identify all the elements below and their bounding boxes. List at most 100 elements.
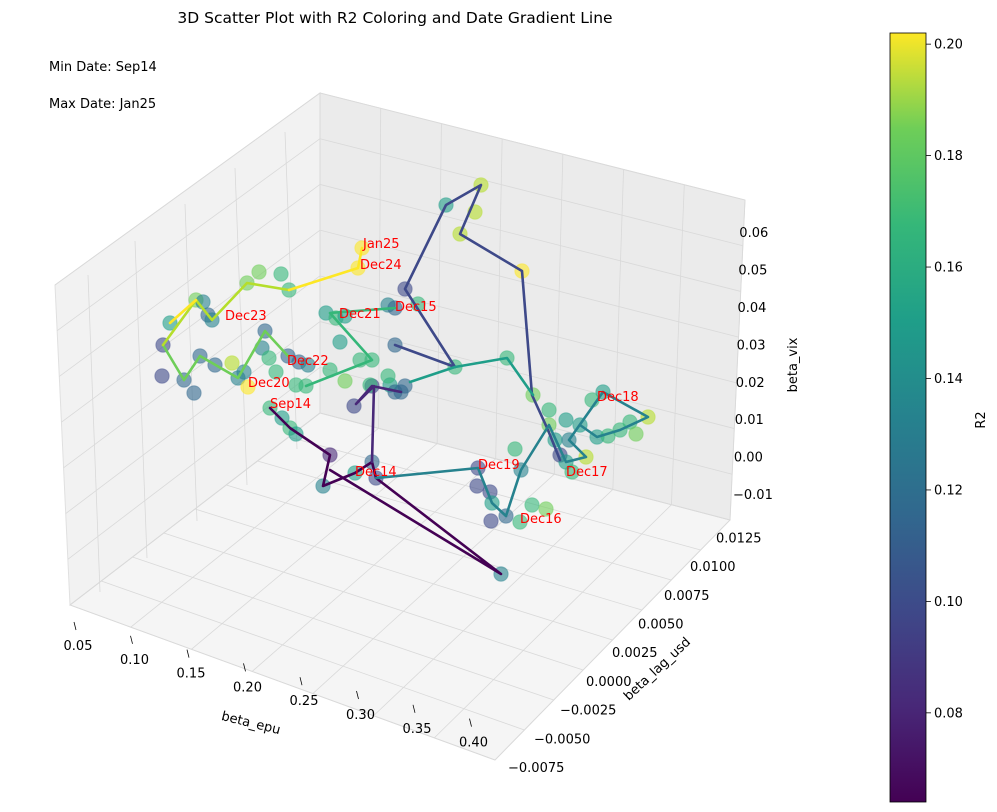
x-tick-label: 0.40 xyxy=(459,736,488,751)
scatter-point xyxy=(268,364,284,380)
colorbar-tick-label: 0.08 xyxy=(934,706,963,721)
date-label: Sep14 xyxy=(270,397,311,412)
date-line-segment xyxy=(304,306,397,388)
date-line-segment xyxy=(161,281,291,347)
scatter-point xyxy=(273,266,289,282)
grid-line-back-h xyxy=(319,321,735,429)
scatter-point xyxy=(538,501,554,517)
y-tick-label: −0.0075 xyxy=(508,761,564,776)
scatter-point xyxy=(558,412,574,428)
y-tick-label: 0.0000 xyxy=(586,675,632,690)
grid-line-left-h xyxy=(63,275,321,469)
grid-line-left-v xyxy=(184,203,198,522)
grid-line-floor-y xyxy=(194,508,613,641)
y-tick-label: 0.0025 xyxy=(612,646,658,661)
x-axis-label: beta_epu xyxy=(220,709,282,738)
chart-title: 3D Scatter Plot with R2 Coloring and Dat… xyxy=(177,9,612,27)
x-axis-ticks: 0.05 0.10 0.15 0.20 0.25 0.30 0.35 0.40 xyxy=(64,621,488,751)
z-tick-label: 0.04 xyxy=(738,301,767,316)
scatter-point xyxy=(483,513,499,529)
x-tick-label: 0.25 xyxy=(290,694,319,709)
z-axis-label: beta_vix xyxy=(786,337,801,392)
grid-line-back-h xyxy=(319,275,737,384)
grid-line-left-h xyxy=(54,92,321,286)
date-line-segment xyxy=(354,384,403,464)
max-date-annotation: Max Date: Jan25 xyxy=(49,97,156,112)
y-axis-ticks: −0.0075 −0.0050 −0.0025 0.0000 0.0025 0.0050 0… xyxy=(508,531,762,776)
x-tick-mark xyxy=(130,635,133,644)
colorbar-tick-label: 0.10 xyxy=(934,595,963,610)
y-tick-label: 0.0050 xyxy=(638,618,684,633)
x-tick-label: 0.10 xyxy=(120,653,149,668)
date-line-segment xyxy=(393,183,562,462)
colorbar-tick-label: 0.12 xyxy=(934,483,963,498)
scatter-point xyxy=(288,377,304,393)
grid-line-left-h xyxy=(67,366,321,560)
colorbar-label: R2 xyxy=(974,411,989,428)
scatter-point xyxy=(240,379,256,395)
x-tick-label: 0.20 xyxy=(233,680,262,695)
scatter-point xyxy=(507,441,523,457)
scatter-point xyxy=(512,514,528,530)
z-axis-ticks: −0.01 0.00 0.01 0.02 0.03 0.04 0.05 0.06 xyxy=(733,226,773,503)
grid-line-left-h xyxy=(65,321,321,514)
x-tick-mark xyxy=(73,621,77,631)
z-tick-label: 0.06 xyxy=(739,226,768,241)
x-tick-mark xyxy=(412,704,416,713)
date-label: Dec14 xyxy=(355,465,397,480)
date-label: Jan25 xyxy=(362,237,400,252)
date-label: Dec22 xyxy=(287,354,329,369)
x-tick-label: 0.30 xyxy=(346,708,375,723)
scatter-point xyxy=(564,464,580,480)
colorbar-tick-label: 0.18 xyxy=(934,149,963,164)
grid-line-back-h xyxy=(319,92,746,201)
grid-line-back-h xyxy=(319,138,743,247)
grid-line-back-v xyxy=(495,138,503,459)
grid xyxy=(54,92,746,761)
grid-line-left-h xyxy=(59,184,321,377)
scatter-point xyxy=(541,402,557,418)
date-gradient-line xyxy=(161,183,650,576)
scatter-point xyxy=(337,373,353,389)
scatter-point xyxy=(628,426,644,442)
z-tick-label: −0.01 xyxy=(733,488,773,503)
scatter-point xyxy=(154,368,170,384)
date-label: Dec24 xyxy=(360,258,402,273)
scatter-point xyxy=(186,385,202,401)
date-line-segment xyxy=(161,329,290,382)
z-tick-label: 0.05 xyxy=(738,264,767,279)
x-tick-label: 0.35 xyxy=(403,722,432,737)
scatter-point xyxy=(332,334,348,350)
grid-line-floor-y xyxy=(132,556,554,701)
x-tick-mark xyxy=(469,718,472,727)
grid-line-back-v xyxy=(436,123,442,444)
date-label: Dec16 xyxy=(520,512,562,527)
date-line-segment xyxy=(374,390,650,518)
z-tick-label: 0.03 xyxy=(737,338,766,353)
date-label: Dec19 xyxy=(478,458,520,473)
y-tick-label: 0.0100 xyxy=(690,560,736,575)
x-tick-label: 0.15 xyxy=(177,667,206,682)
x-tick-mark xyxy=(299,677,303,686)
x-tick-label: 0.05 xyxy=(64,639,93,654)
colorbar xyxy=(889,32,927,803)
date-line-segment xyxy=(168,298,198,325)
date-label: Dec20 xyxy=(248,376,290,391)
colorbar-tick-label: 0.16 xyxy=(934,261,963,276)
colorbar-tick-label: 0.20 xyxy=(934,38,963,53)
grid-line-back-h xyxy=(319,184,741,292)
y-tick-label: −0.0050 xyxy=(534,732,590,747)
z-tick-label: 0.02 xyxy=(736,376,765,391)
x-tick-mark xyxy=(243,663,246,672)
scatter-point xyxy=(524,497,540,513)
date-label: Dec15 xyxy=(395,300,437,315)
scatter-point xyxy=(300,357,316,373)
grid-line-back-v xyxy=(729,199,746,521)
scatter-point xyxy=(380,368,396,384)
scatter-point xyxy=(274,410,290,426)
date-line-segment xyxy=(408,356,535,397)
min-date-annotation: Min Date: Sep14 xyxy=(49,60,157,75)
grid-line-left-h xyxy=(61,229,321,423)
date-label: Dec21 xyxy=(339,307,381,322)
